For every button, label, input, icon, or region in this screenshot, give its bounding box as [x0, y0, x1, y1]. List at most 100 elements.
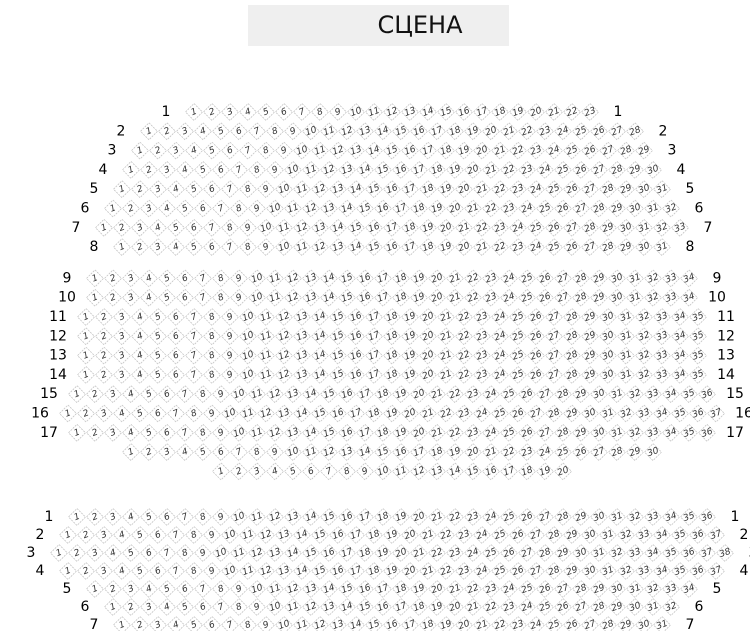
seat[interactable]: 14: [346, 238, 366, 257]
seat[interactable]: 12: [301, 199, 321, 218]
seat[interactable]: 24: [499, 579, 519, 599]
seat[interactable]: 24: [499, 288, 519, 307]
seat[interactable]: 1: [103, 199, 123, 218]
seat[interactable]: 5: [157, 288, 177, 307]
seat[interactable]: 22: [490, 238, 510, 257]
seat[interactable]: 8: [256, 141, 276, 160]
seat[interactable]: 33: [634, 404, 654, 423]
seat[interactable]: 21: [436, 365, 456, 384]
seat[interactable]: 17: [499, 462, 519, 481]
seat[interactable]: 29: [625, 443, 645, 462]
seat[interactable]: 9: [247, 199, 267, 218]
seat[interactable]: 30: [580, 525, 600, 545]
seat[interactable]: 8: [202, 365, 222, 384]
seat[interactable]: 23: [481, 579, 501, 599]
seat[interactable]: 12: [292, 218, 312, 237]
seat[interactable]: 17: [391, 199, 411, 218]
seat[interactable]: 6: [301, 462, 321, 481]
seat[interactable]: 12: [256, 561, 276, 581]
seat[interactable]: 22: [454, 365, 474, 384]
seat[interactable]: 29: [571, 507, 591, 527]
seat[interactable]: 2: [139, 443, 159, 462]
seat[interactable]: 25: [553, 443, 573, 462]
seat[interactable]: 11: [256, 307, 276, 327]
seat[interactable]: 3: [94, 404, 114, 423]
seat[interactable]: 30: [580, 404, 600, 423]
seat[interactable]: 23: [463, 507, 483, 527]
seat[interactable]: 6: [274, 102, 294, 122]
seat[interactable]: 11: [238, 525, 258, 545]
seat[interactable]: 32: [661, 199, 681, 218]
seat[interactable]: 14: [301, 385, 321, 404]
seat[interactable]: 3: [112, 307, 132, 327]
seat[interactable]: 13: [292, 346, 312, 365]
seat[interactable]: 9: [220, 307, 240, 327]
seat[interactable]: 5: [211, 122, 231, 141]
seat[interactable]: 30: [589, 423, 609, 442]
seat[interactable]: 27: [553, 269, 573, 288]
seat[interactable]: 8: [238, 180, 258, 199]
seat[interactable]: 18: [418, 615, 438, 631]
seat[interactable]: 30: [598, 365, 618, 384]
seat[interactable]: 15: [463, 462, 483, 481]
seat[interactable]: 19: [400, 327, 420, 346]
seat[interactable]: 6: [148, 525, 168, 545]
seat[interactable]: 4: [166, 615, 186, 631]
seat[interactable]: 30: [607, 579, 627, 599]
seat[interactable]: 24: [535, 443, 555, 462]
seat[interactable]: 22: [481, 199, 501, 218]
seat[interactable]: 9: [202, 404, 222, 423]
seat[interactable]: 15: [328, 307, 348, 327]
seat[interactable]: 3: [103, 423, 123, 442]
seat[interactable]: 6: [148, 404, 168, 423]
seat[interactable]: 18: [391, 269, 411, 288]
seat[interactable]: 27: [571, 199, 591, 218]
seat[interactable]: 2: [85, 385, 105, 404]
seat[interactable]: 22: [436, 404, 456, 423]
seat[interactable]: 10: [220, 561, 240, 581]
seat[interactable]: 7: [184, 327, 204, 346]
seat[interactable]: 30: [607, 269, 627, 288]
seat[interactable]: 38: [715, 543, 735, 563]
seat[interactable]: 7: [184, 307, 204, 327]
seat[interactable]: 36: [688, 404, 708, 423]
seat[interactable]: 2: [130, 615, 150, 631]
seat[interactable]: 27: [544, 307, 564, 327]
seat[interactable]: 10: [211, 543, 231, 563]
seat[interactable]: 6: [184, 218, 204, 237]
seat[interactable]: 15: [319, 385, 339, 404]
seat[interactable]: 16: [382, 238, 402, 257]
seat[interactable]: 20: [418, 346, 438, 365]
seat[interactable]: 4: [139, 288, 159, 307]
seat[interactable]: 29: [625, 160, 645, 179]
seat[interactable]: 5: [175, 199, 195, 218]
seat[interactable]: 27: [589, 160, 609, 179]
seat[interactable]: 13: [283, 385, 303, 404]
seat[interactable]: 17: [364, 307, 384, 327]
seat[interactable]: 2: [103, 288, 123, 307]
seat[interactable]: 7: [193, 288, 213, 307]
seat[interactable]: 1: [130, 141, 150, 160]
seat[interactable]: 33: [652, 365, 672, 384]
seat[interactable]: 35: [679, 385, 699, 404]
seat[interactable]: 9: [265, 443, 285, 462]
seat[interactable]: 27: [544, 365, 564, 384]
seat[interactable]: 17: [355, 507, 375, 527]
seat[interactable]: 33: [625, 543, 645, 563]
seat[interactable]: 19: [508, 102, 528, 122]
seat[interactable]: 15: [337, 579, 357, 599]
seat[interactable]: 10: [346, 102, 366, 122]
seat[interactable]: 27: [535, 507, 555, 527]
seat[interactable]: 26: [526, 346, 546, 365]
seat[interactable]: 9: [328, 102, 348, 122]
seat[interactable]: 1: [85, 269, 105, 288]
seat[interactable]: 15: [301, 543, 321, 563]
seat[interactable]: 19: [409, 269, 429, 288]
seat[interactable]: 1: [121, 443, 141, 462]
seat[interactable]: 23: [454, 525, 474, 545]
seat[interactable]: 26: [535, 579, 555, 599]
seat[interactable]: 13: [265, 543, 285, 563]
seat[interactable]: 29: [562, 525, 582, 545]
seat[interactable]: 25: [508, 346, 528, 365]
seat[interactable]: 14: [445, 462, 465, 481]
